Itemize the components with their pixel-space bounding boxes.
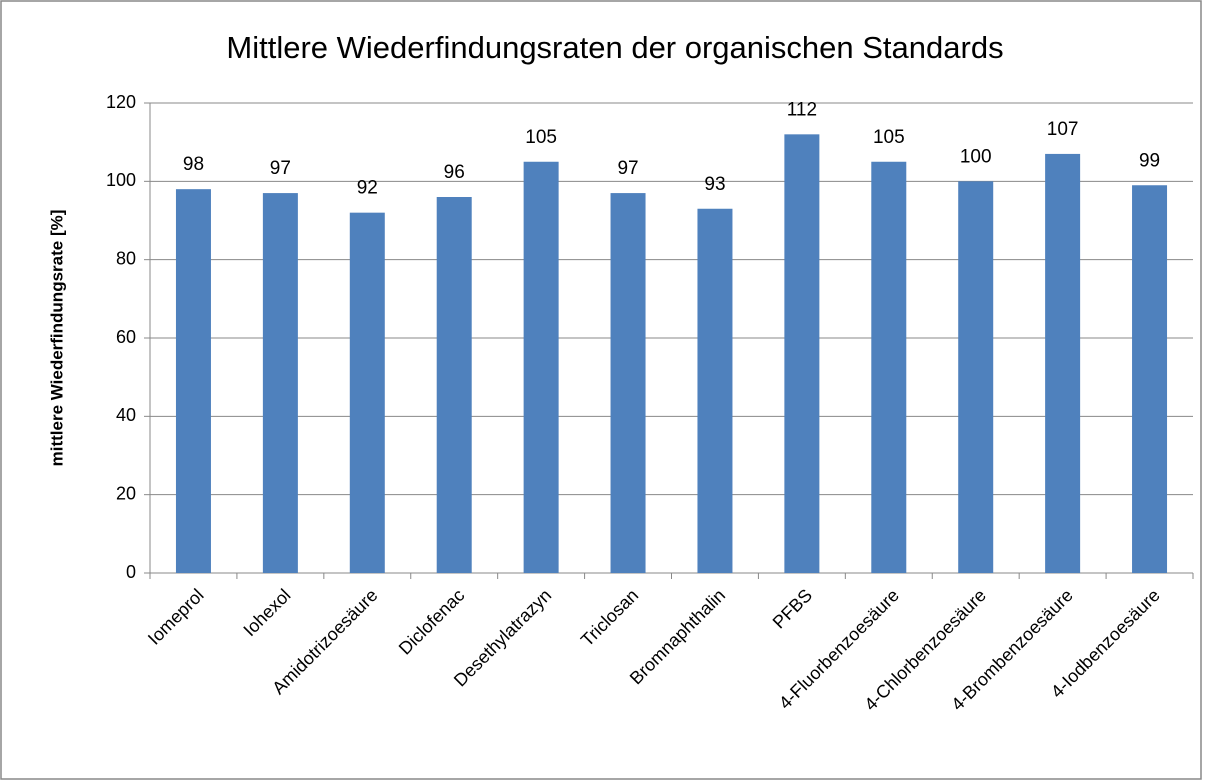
- y-tick-label: 20: [116, 483, 136, 503]
- bar: [1045, 153, 1081, 573]
- data-label: 96: [444, 162, 465, 183]
- y-tick-label: 0: [126, 562, 136, 582]
- data-label: 112: [787, 99, 817, 120]
- bar: [784, 134, 820, 574]
- bar: [349, 212, 385, 573]
- data-label: 97: [270, 158, 291, 179]
- y-tick-label: 120: [106, 92, 136, 112]
- data-label: 105: [525, 127, 557, 148]
- data-label: 97: [617, 158, 638, 179]
- data-label: 105: [873, 127, 905, 148]
- data-label: 100: [960, 146, 992, 167]
- data-label: 99: [1139, 150, 1160, 171]
- bar: [523, 161, 559, 573]
- y-tick-label: 80: [116, 248, 136, 268]
- bar: [697, 208, 733, 573]
- data-label: 92: [357, 178, 378, 199]
- data-label: 93: [704, 174, 725, 195]
- chart-title: Mittlere Wiederfindungsraten der organis…: [226, 30, 1003, 65]
- bar: [262, 193, 298, 574]
- data-label: 107: [1047, 119, 1079, 140]
- bar: [610, 193, 646, 574]
- bar: [436, 197, 472, 573]
- y-axis-title: mittlere Wiederfindungsrate [%]: [47, 210, 66, 467]
- y-tick-label: 60: [116, 327, 136, 347]
- bar: [175, 189, 211, 573]
- y-tick-label: 100: [106, 170, 136, 190]
- data-label: 98: [183, 154, 204, 175]
- bar: [871, 161, 907, 573]
- bar: [1132, 185, 1168, 573]
- bar: [958, 181, 994, 574]
- y-tick-label: 40: [116, 405, 136, 425]
